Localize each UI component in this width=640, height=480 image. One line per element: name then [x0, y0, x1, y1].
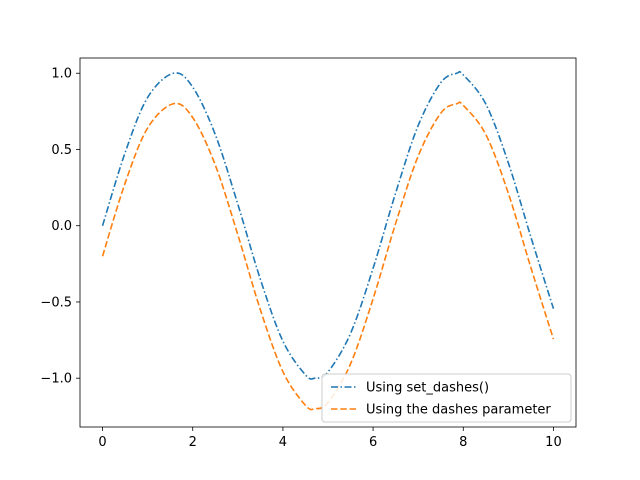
legend-label: Using the dashes parameter: [366, 403, 551, 418]
x-tick-label: 6: [369, 435, 377, 450]
legend-box: [321, 373, 572, 423]
x-tick-label: 4: [279, 435, 287, 450]
plot-area-frame: [79, 57, 577, 428]
legend: Using set_dashes() Using the dashes param…: [321, 373, 572, 423]
series-line-1: [101, 70, 555, 380]
x-axis: 0 2 4 6 8 10: [98, 427, 562, 450]
x-tick-label: 10: [545, 435, 562, 450]
legend-label: Using set_dashes(): [366, 381, 489, 396]
y-tick-label: −0.5: [40, 295, 72, 310]
y-tick-label: 0.5: [51, 143, 72, 158]
y-axis: 1.0 0.5 0.0 −0.5 −1.0: [40, 67, 80, 387]
x-tick-label: 2: [189, 435, 197, 450]
x-tick-label: 0: [98, 435, 106, 450]
y-tick-label: 1.0: [51, 67, 72, 82]
y-tick-label: −1.0: [40, 372, 72, 387]
y-tick-label: 0.0: [51, 219, 72, 234]
x-tick-label: 8: [459, 435, 467, 450]
